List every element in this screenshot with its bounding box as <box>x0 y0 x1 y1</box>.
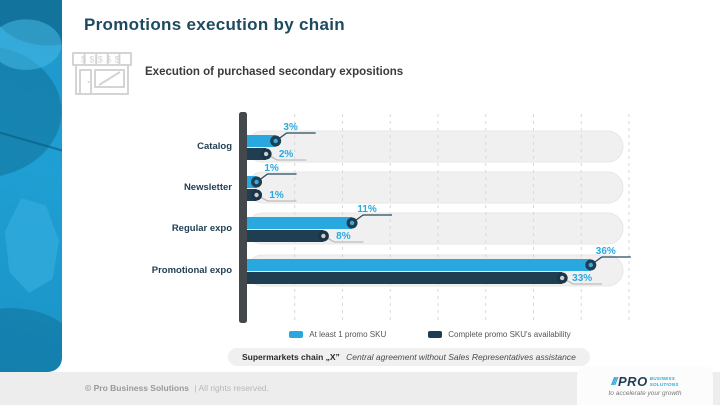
value-label: 8% <box>336 231 351 242</box>
bar <box>247 148 267 160</box>
logo-subtitle: BUSINESS SOLUTIONS <box>650 376 679 387</box>
bar <box>247 217 353 229</box>
chart-track <box>246 130 624 163</box>
bar <box>247 230 324 242</box>
value-label: 1% <box>264 163 279 174</box>
footnote-pill: Supermarkets chain „X” Central agreement… <box>228 348 590 366</box>
bar-marker-dot <box>321 233 326 239</box>
bar-marker-dot <box>349 220 355 226</box>
logo-wordmark: /// PRO BUSINESS SOLUTIONS <box>611 374 678 389</box>
bar <box>247 272 563 284</box>
dollar-signs: $$$$$ <box>81 55 123 65</box>
bar <box>247 259 591 271</box>
chart-track <box>246 171 624 204</box>
copyright-rights: | All rights reserved. <box>194 383 269 393</box>
value-label: 3% <box>283 122 298 133</box>
page-title: Promotions execution by chain <box>84 15 345 34</box>
footnote-detail: Central agreement without Sales Represen… <box>346 352 576 362</box>
footnote-chain: Supermarkets chain „X” <box>242 352 340 362</box>
value-label: 36% <box>596 246 616 257</box>
logo-subtitle-line2: SOLUTIONS <box>649 381 679 387</box>
legend-label: Complete promo SKU's availability <box>448 330 571 339</box>
logo-subtitle-line1: BUSINESS <box>649 376 676 382</box>
bar-marker-dot <box>263 151 269 157</box>
category-label: Regular expo <box>172 223 232 234</box>
legend-swatch-navy <box>428 331 443 338</box>
company-logo: /// PRO BUSINESS SOLUTIONS to accelerate… <box>577 366 713 405</box>
copyright: © Pro Business Solutions | All rights re… <box>85 372 269 405</box>
axis-line <box>239 112 247 323</box>
category-label: Newsletter <box>184 182 232 193</box>
chart-legend: At least 1 promo SKU Complete promo SKU'… <box>235 330 625 339</box>
legend-swatch-light-blue <box>289 331 304 338</box>
bar-marker-dot <box>588 262 593 268</box>
logo-tagline: to accelerate your growth <box>608 390 682 397</box>
storefront-icon: $$$$$ <box>72 52 132 95</box>
value-label: 1% <box>269 190 284 201</box>
value-label: 11% <box>357 204 377 215</box>
category-label: Promotional expo <box>152 265 232 276</box>
legend-label: At least 1 promo SKU <box>309 330 387 339</box>
bar-marker-dot <box>559 275 565 281</box>
bar-marker-dot <box>254 179 259 185</box>
legend-item: Complete promo SKU's availability <box>428 330 571 339</box>
bar-marker-dot <box>273 138 278 144</box>
copyright-owner: © Pro Business Solutions <box>85 383 190 393</box>
legend-item: At least 1 promo SKU <box>289 330 386 339</box>
value-label: 33% <box>572 273 592 284</box>
logo-slashes-icon: /// <box>611 375 617 388</box>
value-label: 2% <box>279 149 294 160</box>
bar-marker-dot <box>254 192 259 198</box>
bar <box>247 135 276 147</box>
chart-title: Execution of purchased secondary exposit… <box>145 66 404 78</box>
logo-name: PRO <box>618 374 648 389</box>
category-label: Catalog <box>197 141 232 152</box>
sidebar-decorative-image <box>0 0 62 372</box>
